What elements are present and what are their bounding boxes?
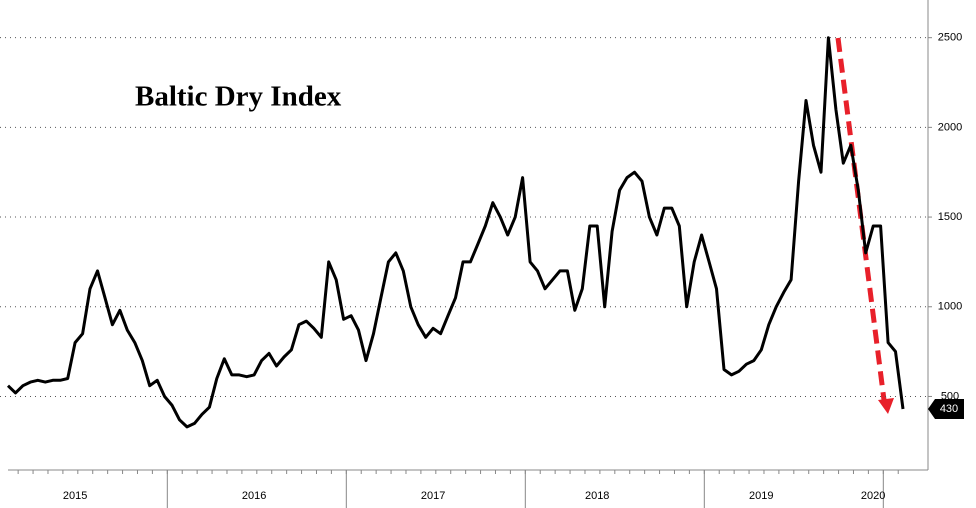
x-tick-label: 2019: [749, 490, 773, 502]
x-tick-label: 2018: [585, 490, 609, 502]
last-value-box: [928, 399, 964, 420]
x-tick-label: 2015: [63, 490, 87, 502]
arrow-head: [878, 398, 894, 414]
x-tick-label: 2016: [242, 490, 266, 502]
y-tick-label: 2500: [938, 32, 962, 44]
chart-title: Baltic Dry Index: [135, 81, 342, 113]
y-tick-label: 2000: [938, 121, 962, 133]
arrow-shaft: [835, 37, 887, 401]
last-value-label: 430: [940, 403, 958, 415]
x-tick-label: 2020: [861, 490, 885, 502]
index-line: [6, 36, 905, 429]
y-tick-label: 1500: [938, 211, 962, 223]
y-tick-label: 1000: [938, 301, 962, 313]
x-tick-label: 2017: [421, 490, 445, 502]
trend-arrow: [835, 37, 894, 414]
